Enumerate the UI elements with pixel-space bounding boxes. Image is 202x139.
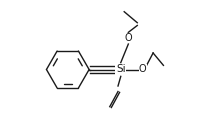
Text: O: O	[138, 64, 146, 75]
Text: O: O	[124, 33, 132, 43]
Text: Si: Si	[115, 64, 125, 75]
